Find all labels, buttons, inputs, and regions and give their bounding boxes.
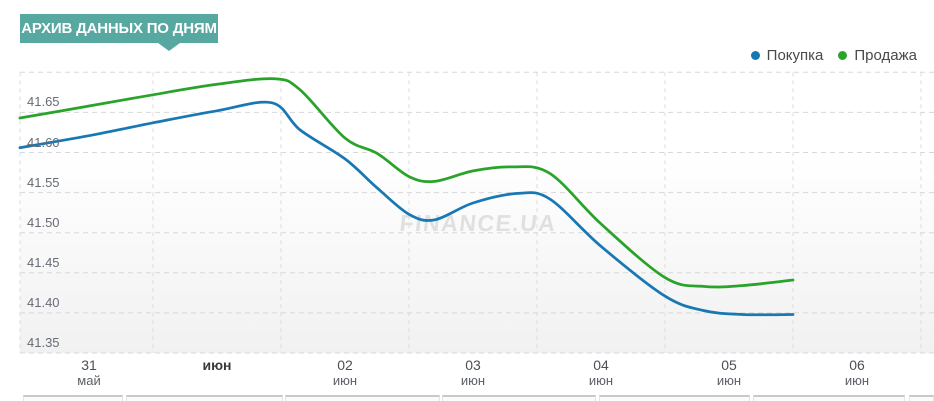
sell-series-dot-icon <box>838 51 848 60</box>
legend-buy-label: Покупка <box>766 47 824 64</box>
table-cell <box>753 395 905 401</box>
archive-title-label: АРХИВ ДАННЫХ ПО ДНЯМ <box>21 20 217 37</box>
y-axis-label: 41.55 <box>27 174 60 190</box>
x-axis-label: 02 июн <box>332 357 358 388</box>
buy-series-line[interactable] <box>18 100 795 317</box>
badge-notch-icon <box>158 43 180 51</box>
buy-series-dot-icon <box>750 51 760 60</box>
table-cell <box>909 395 934 401</box>
x-axis-label: июн <box>202 357 232 373</box>
plot-gridlines <box>19 71 934 354</box>
finance-ua-watermark: FINANCE.UA <box>398 210 557 236</box>
y-axis-label: 41.50 <box>27 214 60 230</box>
table-cell <box>126 395 283 401</box>
x-axis-label: 03 июн <box>460 357 486 388</box>
legend-sell-label: Продажа <box>854 47 917 64</box>
y-axis-label: 41.45 <box>27 254 60 270</box>
table-cell <box>285 395 440 401</box>
table-cell <box>23 395 123 401</box>
y-axis-label: 41.65 <box>27 94 60 110</box>
sell-series-line[interactable] <box>18 77 795 289</box>
x-axis-label: 31 май <box>77 357 101 388</box>
archive-title-badge: АРХИВ ДАННЫХ ПО ДНЯМ <box>20 14 218 43</box>
legend-item-sell[interactable]: Продажа <box>838 47 917 64</box>
table-cell <box>599 395 750 401</box>
y-axis-label: 41.40 <box>27 294 60 310</box>
chart-legend: Покупка Продажа <box>750 47 917 64</box>
x-axis-label: 04 июн <box>588 357 614 388</box>
table-cell <box>442 395 596 401</box>
x-axis-label: 06 июн <box>844 357 870 388</box>
y-axis-label: 41.60 <box>27 134 60 150</box>
x-axis-label: 05 июн <box>716 357 742 388</box>
bottom-table-row <box>0 395 934 401</box>
legend-item-buy[interactable]: Покупка <box>750 47 824 64</box>
y-axis-label: 41.35 <box>27 335 60 350</box>
